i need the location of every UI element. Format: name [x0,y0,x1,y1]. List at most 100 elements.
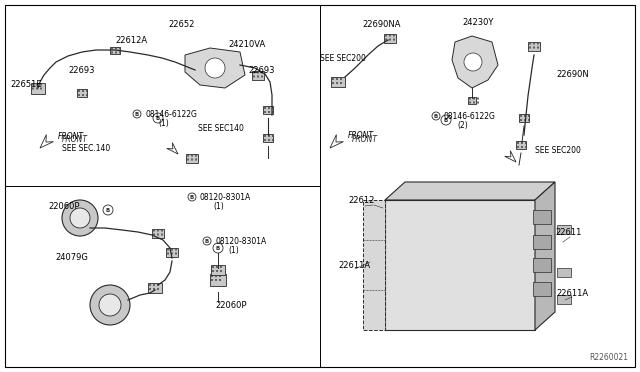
Text: SEE SEC.140: SEE SEC.140 [62,144,110,153]
Circle shape [203,237,211,245]
Circle shape [385,35,387,36]
Circle shape [78,94,80,96]
Circle shape [533,43,535,44]
Text: 22693: 22693 [248,65,275,74]
Circle shape [477,98,479,99]
Text: FRONT: FRONT [348,131,374,140]
Circle shape [195,159,197,160]
Circle shape [332,82,334,84]
FancyBboxPatch shape [77,89,87,97]
Text: FRONT: FRONT [352,135,378,144]
Circle shape [153,288,155,290]
Circle shape [213,243,223,253]
Circle shape [268,135,270,137]
Polygon shape [40,135,53,148]
FancyBboxPatch shape [210,274,226,286]
FancyBboxPatch shape [384,33,396,42]
Circle shape [103,205,113,215]
Text: 08146-6122G: 08146-6122G [145,109,197,119]
Circle shape [220,266,222,268]
Circle shape [187,159,189,160]
Circle shape [264,135,266,137]
Circle shape [86,90,88,92]
Polygon shape [452,36,498,88]
Circle shape [157,284,159,286]
FancyBboxPatch shape [110,46,120,54]
Circle shape [216,266,218,268]
FancyBboxPatch shape [152,228,164,237]
FancyBboxPatch shape [557,225,571,234]
Text: 22611: 22611 [555,228,581,237]
Polygon shape [535,182,555,330]
Circle shape [473,102,475,103]
Text: B: B [444,118,448,122]
Circle shape [157,230,159,231]
Circle shape [153,234,155,235]
Circle shape [153,284,155,286]
Circle shape [529,47,531,48]
Circle shape [517,142,519,144]
Polygon shape [385,182,555,200]
Circle shape [40,84,42,85]
Polygon shape [330,135,344,148]
Text: (1): (1) [228,246,239,254]
Circle shape [272,139,274,141]
Circle shape [172,253,173,254]
Text: 22060P: 22060P [48,202,79,211]
Circle shape [119,48,121,49]
Text: FRONT: FRONT [58,131,84,141]
Text: 08120-8301A: 08120-8301A [215,237,266,246]
Circle shape [157,234,159,235]
Circle shape [264,107,266,109]
Text: B: B [216,246,220,250]
FancyBboxPatch shape [252,71,264,80]
Circle shape [157,288,159,290]
Circle shape [149,284,151,286]
Circle shape [464,53,482,71]
Circle shape [524,119,526,121]
FancyBboxPatch shape [166,247,178,257]
Polygon shape [185,48,245,88]
Text: (1): (1) [213,202,224,211]
Circle shape [111,52,113,53]
Circle shape [86,94,88,96]
Circle shape [533,47,535,48]
Text: R2260021: R2260021 [589,353,628,362]
Circle shape [332,78,334,80]
Circle shape [82,90,84,92]
Text: 22612: 22612 [348,196,374,205]
Circle shape [167,249,169,250]
Circle shape [529,43,531,44]
Circle shape [336,78,338,80]
Circle shape [524,115,526,117]
Text: 24079G: 24079G [55,253,88,263]
FancyBboxPatch shape [557,268,571,277]
Circle shape [36,88,38,89]
Polygon shape [505,151,516,162]
Text: B: B [434,113,438,119]
Circle shape [261,76,263,77]
FancyBboxPatch shape [263,134,273,142]
Circle shape [161,230,163,231]
Circle shape [215,279,217,281]
Polygon shape [166,143,178,154]
FancyBboxPatch shape [263,106,273,114]
Circle shape [264,139,266,141]
Text: 22690N: 22690N [556,70,589,78]
Circle shape [469,102,471,103]
Text: 22611A: 22611A [556,289,588,298]
Circle shape [253,72,255,73]
Circle shape [525,142,527,144]
Circle shape [175,253,177,254]
Circle shape [272,107,274,109]
Circle shape [521,142,523,144]
Circle shape [187,155,189,156]
Circle shape [111,48,113,49]
Circle shape [261,72,263,73]
FancyBboxPatch shape [31,83,45,93]
Circle shape [32,84,34,85]
Text: 22611A: 22611A [338,262,370,270]
Text: B: B [156,115,160,121]
Text: B: B [190,195,194,199]
Text: 22060P: 22060P [215,301,246,310]
